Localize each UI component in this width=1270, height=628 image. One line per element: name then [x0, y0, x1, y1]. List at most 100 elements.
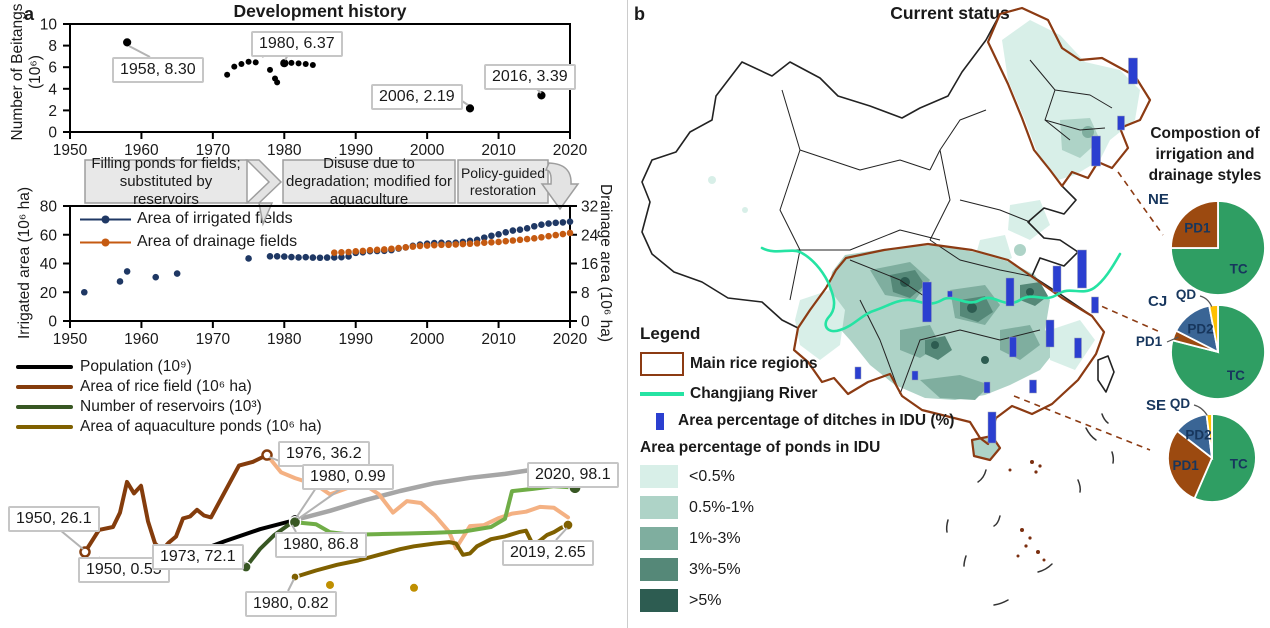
data-point: [152, 273, 160, 281]
data-point: [295, 60, 302, 67]
svg-text:4: 4: [48, 81, 57, 98]
data-point: [388, 245, 395, 253]
svg-text:60: 60: [40, 227, 58, 244]
rice-line-swatch: [16, 384, 73, 390]
svg-text:40: 40: [40, 256, 58, 273]
legend-item-label: Main rice regions: [690, 355, 818, 372]
data-point: [466, 240, 474, 248]
ditch-bar: [1074, 337, 1082, 359]
svg-text:PD2: PD2: [1185, 427, 1211, 442]
data-point: [509, 227, 517, 234]
svg-text:PD1: PD1: [1136, 334, 1163, 349]
series-marker: [79, 546, 91, 558]
data-point: [272, 75, 278, 82]
svg-text:2000: 2000: [410, 331, 445, 348]
svg-text:8: 8: [48, 38, 57, 55]
pie-slice-tc: [1170, 200, 1266, 296]
choropleth-class-row: 1%-3%: [640, 527, 1020, 550]
data-point: [338, 249, 345, 256]
data-point: [288, 253, 295, 261]
composition-pies: TC PD1 NE TC PD1 PD2 QD CJ TC PD1 PD2 QD SE: [1136, 191, 1266, 503]
series-marker: [288, 516, 302, 529]
data-point: [402, 244, 410, 251]
data-point: [295, 254, 302, 261]
data-point: [402, 244, 410, 251]
drainage-area-axis-label: Drainage area (10⁶ ha): [597, 183, 614, 343]
data-point: [80, 288, 88, 296]
legend-reservoirs: Number of reservoirs (10³): [16, 397, 322, 417]
ditch-bar: [1091, 135, 1101, 167]
data-point: [488, 238, 495, 246]
legend-rice-field: Area of rice field (10⁶ ha): [16, 377, 322, 397]
data-point: [345, 253, 352, 260]
data-callout: 1958, 8.30: [112, 57, 204, 83]
choropleth-classes: <0.5% 0.5%-1% 1%-3% 3%-5% >5%: [640, 465, 1020, 612]
data-point: [267, 66, 273, 73]
ditch-bar: [1091, 296, 1099, 314]
ditch-bar-swatch: [656, 412, 664, 430]
pie-cj: TC PD1 PD2 QD CJ: [1136, 287, 1266, 400]
data-point: [373, 247, 381, 255]
svg-text:1990: 1990: [338, 331, 373, 348]
data-point: [495, 238, 502, 246]
river-line-swatch: [640, 392, 684, 396]
pie-region-label: NE: [1148, 191, 1169, 208]
callout-leaders: [59, 45, 574, 592]
data-point: [380, 246, 388, 253]
data-point: [530, 235, 538, 242]
svg-text:PD1: PD1: [1184, 220, 1211, 235]
data-point: [274, 79, 281, 86]
svg-text:PD1: PD1: [1172, 458, 1199, 473]
legend-item-label: Area percentage of ditches in IDU (%): [678, 412, 955, 429]
data-point: [516, 226, 524, 234]
data-point: [445, 240, 452, 247]
data-callout: 1980, 6.37: [251, 31, 343, 57]
data-point: [423, 242, 431, 249]
class-label: 1%-3%: [689, 529, 741, 547]
panel-a-label: a: [24, 4, 35, 24]
legend-population: Population (10⁹): [16, 357, 322, 377]
data-point: [366, 247, 374, 255]
data-point: [502, 229, 510, 236]
class-label: <0.5%: [689, 467, 735, 485]
data-point: [430, 241, 438, 249]
svg-text:2: 2: [48, 103, 57, 120]
data-point: [330, 249, 338, 257]
data-point: [330, 254, 338, 261]
svg-text:2020: 2020: [553, 331, 588, 348]
data-point: [123, 268, 131, 275]
data-point: [452, 241, 460, 248]
class-label: 3%-5%: [689, 560, 741, 578]
isolated-point: [410, 583, 418, 592]
data-point: [380, 247, 388, 255]
svg-text:0: 0: [48, 314, 57, 331]
legend-item: Area percentage of ditches in IDU (%): [640, 412, 1020, 430]
aquaculture-line-swatch: [16, 424, 73, 430]
ditch-bar: [922, 281, 932, 323]
composition-title: Compostion of irrigation and drainage st…: [1148, 125, 1262, 184]
data-point: [316, 254, 324, 262]
svg-text:2010: 2010: [481, 142, 516, 159]
svg-text:TC: TC: [1230, 262, 1248, 277]
legend-item-label: Changjiang River: [690, 385, 818, 402]
svg-text:QD: QD: [1176, 287, 1197, 302]
irrigated-area-axis-label: Irrigated area (10⁶ ha): [16, 187, 33, 339]
pie-slice-tc: [1193, 413, 1257, 503]
data-point: [459, 238, 467, 246]
legend-item: Changjiang River: [640, 385, 1020, 403]
choropleth-class-row: 3%-5%: [640, 558, 1020, 581]
data-point: [359, 247, 367, 255]
pie-slice-pd2: [1174, 304, 1220, 354]
data-point: [473, 236, 481, 244]
svg-text:1970: 1970: [196, 331, 231, 348]
data-callout: 2016, 3.39: [484, 64, 576, 90]
svg-text:1950: 1950: [53, 331, 88, 348]
data-point: [509, 237, 517, 244]
legend-irrigated-fields: Area of irrigated fields: [137, 210, 293, 227]
data-point: [302, 60, 309, 67]
data-callout: 1950, 26.1: [8, 506, 100, 532]
data-point: [538, 233, 545, 241]
